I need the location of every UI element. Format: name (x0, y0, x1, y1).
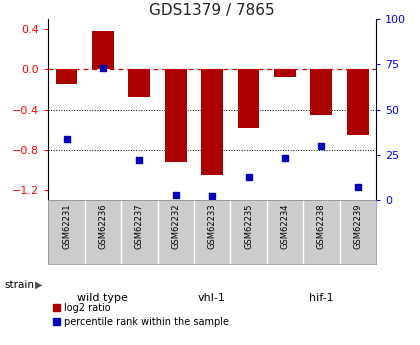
Title: GDS1379 / 7865: GDS1379 / 7865 (149, 3, 275, 18)
Bar (310, 69, 332, 115)
Point (63, 136, 70, 141)
Text: GSM62231: GSM62231 (62, 203, 71, 249)
Text: vhl-1: vhl-1 (198, 294, 226, 303)
Point (281, 156, 288, 161)
Bar (92, 31, 114, 69)
Bar (201, 69, 223, 175)
Point (354, 185, 361, 190)
Point (245, 174, 252, 179)
Text: GSM62235: GSM62235 (244, 203, 253, 249)
Point (209, 194, 215, 199)
Text: GSM62237: GSM62237 (135, 203, 144, 249)
Legend: log2 ratio, percentile rank within the sample: log2 ratio, percentile rank within the s… (53, 303, 229, 327)
Text: GSM62234: GSM62234 (281, 203, 289, 249)
Text: GSM62233: GSM62233 (207, 203, 217, 249)
Text: ▶: ▶ (35, 280, 42, 289)
Text: GSM62236: GSM62236 (98, 203, 108, 249)
Text: hif-1: hif-1 (309, 294, 333, 303)
Bar (165, 69, 186, 162)
Point (318, 143, 325, 148)
Bar (238, 69, 260, 128)
Bar (129, 69, 150, 97)
Text: GSM62238: GSM62238 (317, 203, 326, 249)
Bar (274, 69, 296, 77)
Bar (55, 69, 77, 85)
Text: GSM62232: GSM62232 (171, 203, 180, 249)
Point (136, 157, 143, 163)
Point (172, 192, 179, 197)
Text: wild type: wild type (77, 294, 129, 303)
Text: GSM62239: GSM62239 (353, 203, 362, 249)
Bar (347, 69, 369, 135)
Text: strain: strain (4, 280, 34, 289)
Point (100, 65, 106, 71)
